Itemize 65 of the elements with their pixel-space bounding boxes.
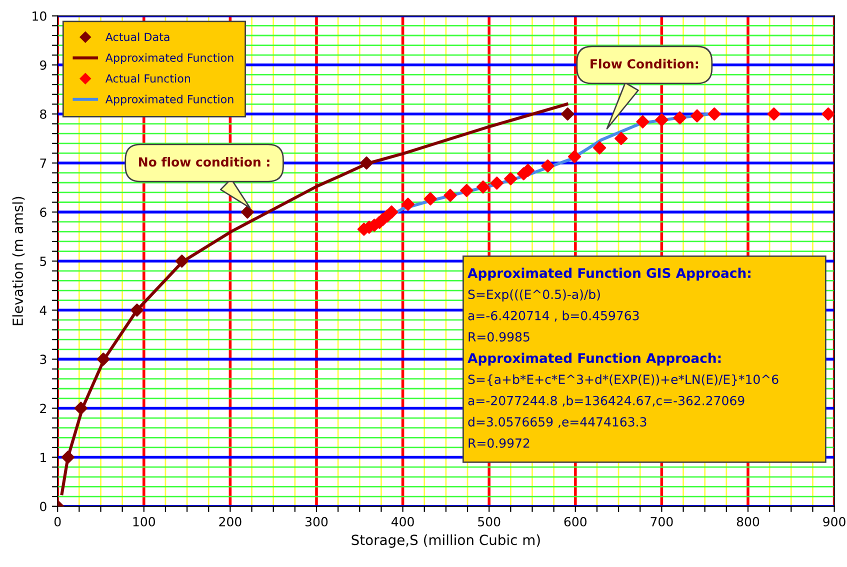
y-tick-label: 10 bbox=[32, 11, 46, 21]
point bbox=[614, 132, 628, 146]
point bbox=[767, 107, 780, 121]
point bbox=[384, 205, 398, 219]
x-tick-label: 900 bbox=[823, 516, 846, 526]
annotation: a=-2077244.8 ,b=136424.67,c=-362.27069 bbox=[468, 396, 744, 407]
point bbox=[240, 205, 254, 219]
y-tick-label: 3 bbox=[40, 354, 46, 364]
y-tick-label: 5 bbox=[40, 256, 46, 266]
x-tick-label: 0 bbox=[54, 516, 61, 526]
point bbox=[175, 254, 188, 268]
y-tick-label: 2 bbox=[40, 404, 46, 413]
y-tick-label: 0 bbox=[40, 502, 46, 512]
legend-label: Actual Function bbox=[105, 74, 190, 83]
y-axis-title: Elevation (m amsl) bbox=[12, 196, 25, 326]
legend-label: Approximated Function bbox=[105, 94, 234, 106]
annotation: d=3.0576659 ,e=4474163.3 bbox=[468, 416, 646, 428]
annotation: S=Exp(((E^0.5)-a)/b) bbox=[468, 289, 600, 302]
point bbox=[561, 107, 574, 121]
point bbox=[61, 450, 75, 464]
y-tick-label: 9 bbox=[40, 60, 46, 70]
y-tick-label: 6 bbox=[40, 208, 46, 217]
x-axis-title: Storage,S (million Cubic m) bbox=[352, 534, 540, 548]
point bbox=[460, 184, 474, 198]
point bbox=[490, 176, 504, 190]
point bbox=[673, 111, 686, 124]
x-tick-label: 600 bbox=[564, 516, 586, 526]
point bbox=[708, 107, 721, 121]
point bbox=[568, 150, 582, 164]
x-tick-label: 300 bbox=[306, 516, 328, 526]
y-tick-label: 4 bbox=[40, 306, 46, 315]
point bbox=[424, 192, 437, 206]
annotation: Approximated Function Approach: bbox=[468, 352, 721, 366]
point bbox=[655, 113, 668, 126]
x-tick-label: 700 bbox=[650, 516, 673, 526]
point bbox=[96, 352, 110, 366]
point bbox=[592, 141, 606, 154]
point bbox=[476, 180, 490, 194]
point bbox=[636, 115, 650, 128]
annotation: No flow condition : bbox=[139, 156, 270, 167]
annotation: R=0.9985 bbox=[468, 332, 530, 342]
point bbox=[130, 304, 144, 317]
legend-label: Approximated Function bbox=[105, 53, 234, 64]
point bbox=[541, 159, 554, 173]
point bbox=[401, 198, 415, 211]
x-tick-label: 500 bbox=[478, 516, 500, 526]
x-tick-label: 400 bbox=[391, 516, 414, 526]
annotation: R=0.9972 bbox=[468, 438, 530, 448]
annotation: Approximated Function GIS Approach: bbox=[468, 268, 750, 281]
y-tick-label: 7 bbox=[40, 158, 46, 168]
annotation: S={a+b*E+c*E^3+d*(EXP(E))+e*LN(E)/E}*10^6 bbox=[468, 374, 778, 386]
x-tick-label: 100 bbox=[133, 516, 155, 526]
y-tick-label: 1 bbox=[40, 452, 46, 462]
x-tick-label: 800 bbox=[736, 516, 760, 526]
point bbox=[74, 402, 88, 415]
point bbox=[690, 109, 704, 123]
x-tick-label: 200 bbox=[219, 516, 242, 526]
point bbox=[360, 156, 374, 170]
y-tick-label: 8 bbox=[40, 109, 46, 119]
point bbox=[822, 107, 834, 121]
legend-label: Actual Data bbox=[105, 32, 170, 42]
point bbox=[504, 172, 518, 186]
annotation: Flow Condition: bbox=[590, 58, 698, 69]
annotation: a=-6.420714 , b=0.459763 bbox=[468, 310, 639, 322]
point bbox=[444, 188, 457, 202]
